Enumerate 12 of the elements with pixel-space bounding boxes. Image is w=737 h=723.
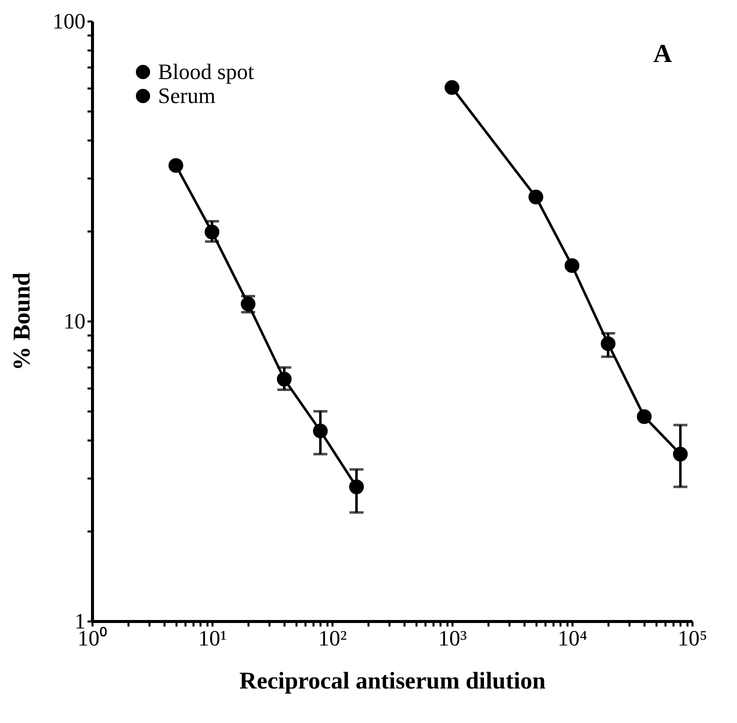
y-tick-label: 10 (64, 308, 86, 334)
legend-label: Blood spot (158, 59, 254, 84)
y-tick-label: 100 (52, 8, 86, 34)
x-tick-label: 10² (318, 626, 348, 650)
x-tick-label: 10¹ (198, 626, 227, 650)
x-tick-label: 10⁴ (558, 626, 588, 650)
y-axis-title: % Bound (10, 272, 36, 371)
x-tick-label: 10⁵ (678, 626, 708, 650)
x-axis-title: Reciprocal antiserum dilution (239, 668, 546, 694)
annotation: A (653, 39, 672, 68)
x-tick-label: 10³ (438, 626, 468, 650)
legend-label: Serum (158, 83, 216, 108)
